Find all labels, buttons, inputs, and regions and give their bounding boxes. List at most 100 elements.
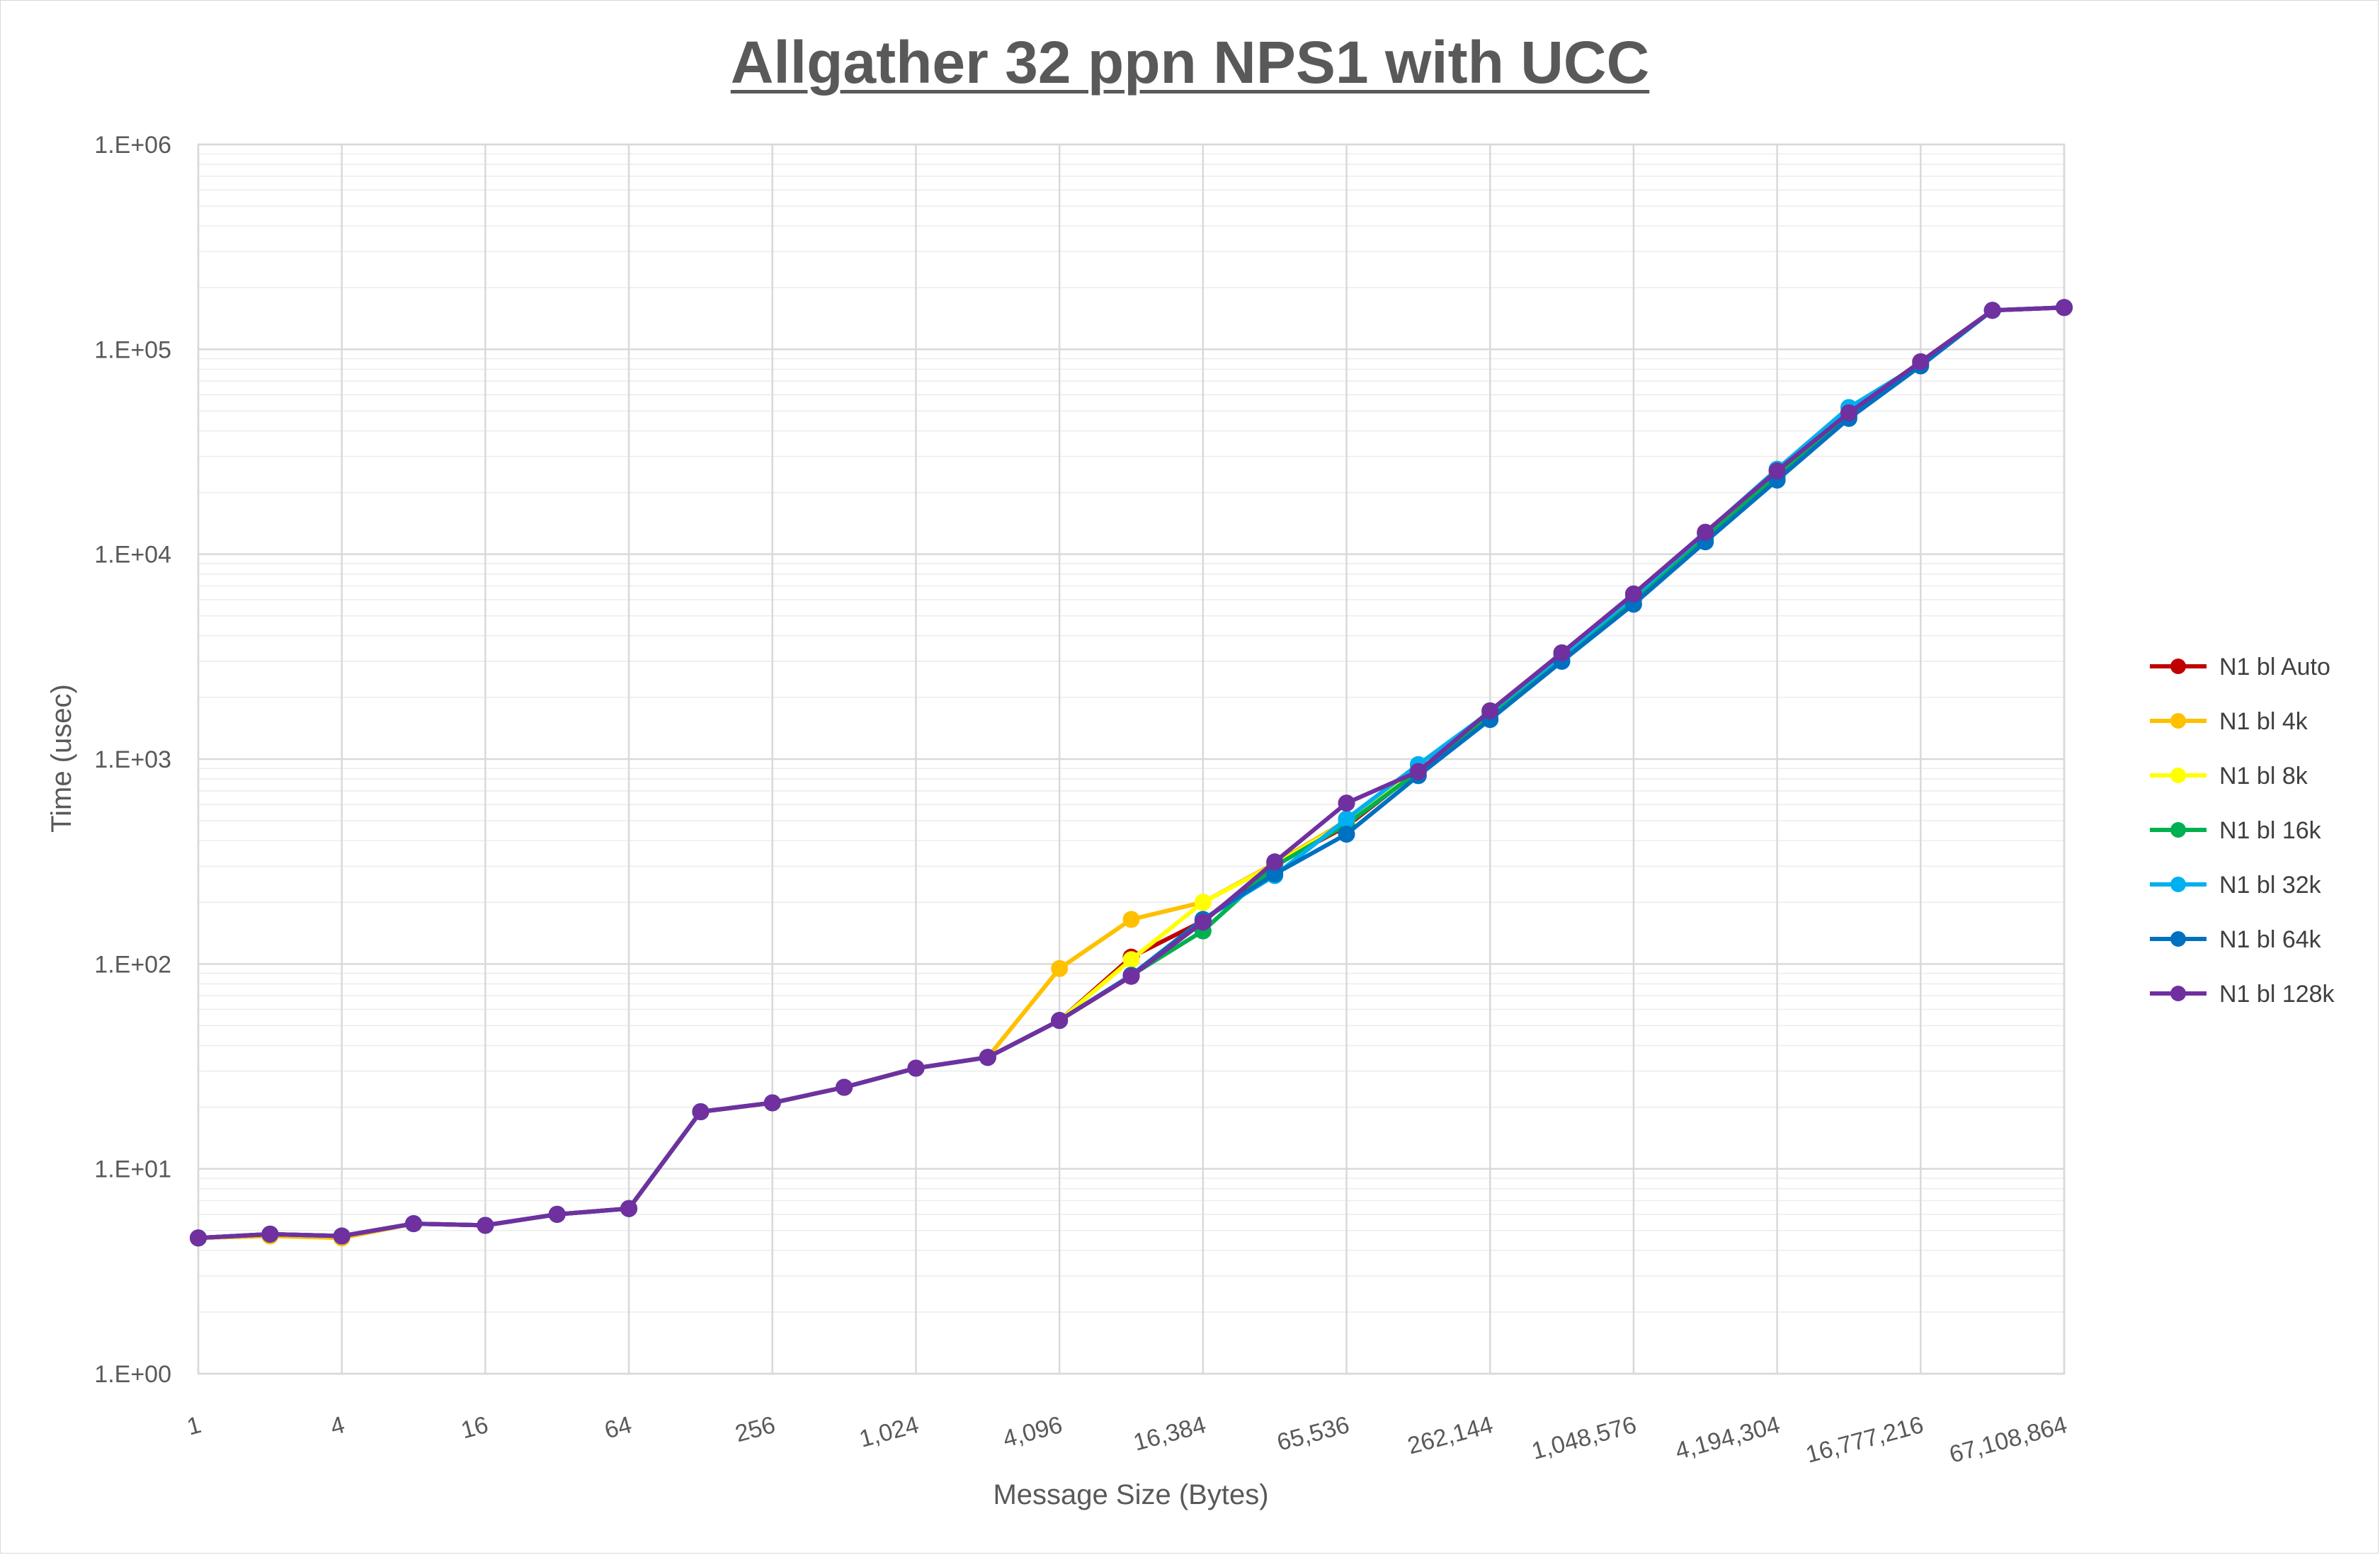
x-tick-label: 4 (328, 1411, 348, 1441)
legend-label: N1 bl Auto (2219, 654, 2330, 680)
x-tick-label: 1,048,576 (1529, 1411, 1639, 1465)
y-tick-label: 1.E+01 (94, 1156, 171, 1183)
legend-marker (2170, 931, 2186, 947)
data-point (1624, 585, 1642, 603)
x-tick-label: 65,536 (1274, 1411, 1352, 1457)
series-line (198, 305, 2065, 1241)
data-point (1194, 913, 1212, 931)
x-tick-label: 1 (184, 1411, 204, 1441)
y-tick-label: 1.E+04 (94, 542, 171, 569)
data-point (1051, 959, 1069, 977)
y-tick-label: 1.E+06 (94, 132, 171, 159)
data-point (1266, 865, 1284, 883)
data-point (1409, 763, 1427, 780)
data-point (1768, 462, 1786, 480)
x-tick-label: 256 (732, 1411, 778, 1447)
y-tick-label: 1.E+05 (94, 336, 171, 363)
x-tick-label: 4,194,304 (1673, 1411, 1783, 1465)
data-point (692, 1103, 710, 1121)
data-point (979, 1049, 996, 1066)
y-tick-label: 1.E+02 (94, 951, 171, 978)
data-point (1840, 404, 1857, 421)
y-tick-label: 1.E+00 (94, 1361, 171, 1388)
legend-item: N1 bl 128k (2150, 981, 2335, 1008)
data-point (1338, 810, 1355, 828)
legend-marker (2170, 822, 2186, 838)
data-point (1553, 644, 1571, 661)
data-point (2056, 299, 2073, 317)
legend-label: N1 bl 64k (2219, 926, 2322, 953)
legend-label: N1 bl 4k (2219, 708, 2308, 735)
data-point (477, 1217, 494, 1234)
data-point (1194, 894, 1212, 911)
series-line (198, 305, 2065, 1241)
series-n1-bl-64k (190, 299, 2073, 1247)
x-tick-label: 4,096 (1000, 1411, 1065, 1453)
minor-gridlines (198, 153, 2064, 1313)
series-n1-bl-32k (190, 299, 2073, 1247)
x-axis-tick-labels: 1 4 16 64 256 1,024 4,096 16,384 65,536 262,144 1,… (184, 1411, 2070, 1469)
data-point (1122, 951, 1140, 969)
legend-label: N1 bl 8k (2219, 763, 2308, 790)
data-point (1912, 353, 1930, 370)
x-tick-label: 262,144 (1405, 1411, 1496, 1460)
y-axis-tick-labels: 1.E+00 1.E+01 1.E+02 1.E+03 1.E+04 1.E+05 1.E+… (94, 132, 171, 1388)
series-n1-bl-16k (190, 299, 2073, 1247)
x-tick-label: 16,384 (1131, 1411, 1209, 1457)
data-point (190, 1229, 207, 1247)
data-point (1481, 702, 1499, 719)
series-layer (190, 299, 2073, 1247)
data-point (763, 1094, 781, 1112)
x-axis-title: Message Size (Bytes) (993, 1479, 1268, 1510)
data-point (1051, 1012, 1069, 1030)
data-point (1266, 853, 1284, 871)
legend: N1 bl Auto N1 bl 4k N1 bl 8k N1 bl 16k N1 bl… (2150, 654, 2335, 1008)
x-tick-label: 64 (602, 1411, 634, 1444)
legend-item: N1 bl 4k (2150, 708, 2308, 735)
major-gridlines (197, 143, 2066, 1375)
legend-item: N1 bl 16k (2150, 817, 2322, 844)
legend-item: N1 bl 32k (2150, 872, 2322, 899)
legend-marker (2170, 713, 2186, 729)
series-n1-bl-8k (190, 299, 2073, 1247)
legend-label: N1 bl 128k (2219, 981, 2335, 1008)
x-tick-label: 67,108,864 (1947, 1411, 2070, 1469)
data-point (261, 1225, 279, 1243)
series-line (198, 305, 2065, 1241)
legend-marker (2170, 877, 2186, 892)
y-tick-label: 1.E+03 (94, 746, 171, 773)
data-point (1983, 302, 2001, 319)
y-axis-title: Time (usec) (46, 684, 77, 833)
legend-item: N1 bl 64k (2150, 926, 2322, 953)
data-point (620, 1200, 638, 1217)
chart-title: Allgather 32 ppn NPS1 with UCC (730, 29, 1650, 96)
series-line (198, 305, 2065, 1241)
legend-label: N1 bl 32k (2219, 872, 2322, 899)
legend-marker (2170, 986, 2186, 1001)
data-point (1122, 967, 1140, 985)
data-point (836, 1078, 853, 1096)
x-tick-label: 1,024 (857, 1411, 922, 1453)
legend-marker (2170, 768, 2186, 783)
series-line (198, 305, 2065, 1241)
legend-item: N1 bl Auto (2150, 654, 2330, 680)
data-point (548, 1205, 566, 1223)
x-tick-label: 16,777,216 (1803, 1411, 1926, 1469)
legend-item: N1 bl 8k (2150, 763, 2308, 790)
legend-marker (2170, 659, 2186, 674)
legend-label: N1 bl 16k (2219, 817, 2322, 844)
data-point (907, 1059, 925, 1077)
series-line (198, 305, 2065, 1241)
data-point (333, 1227, 351, 1245)
data-point (1697, 523, 1714, 541)
data-point (405, 1215, 423, 1233)
series-n1-bl-128k (190, 299, 2073, 1247)
series-line (198, 305, 2065, 1241)
data-point (1338, 794, 1355, 812)
data-point (1338, 826, 1355, 843)
x-tick-label: 16 (458, 1411, 491, 1444)
data-point (1122, 911, 1140, 928)
series-n1-bl-4k (190, 299, 2073, 1247)
